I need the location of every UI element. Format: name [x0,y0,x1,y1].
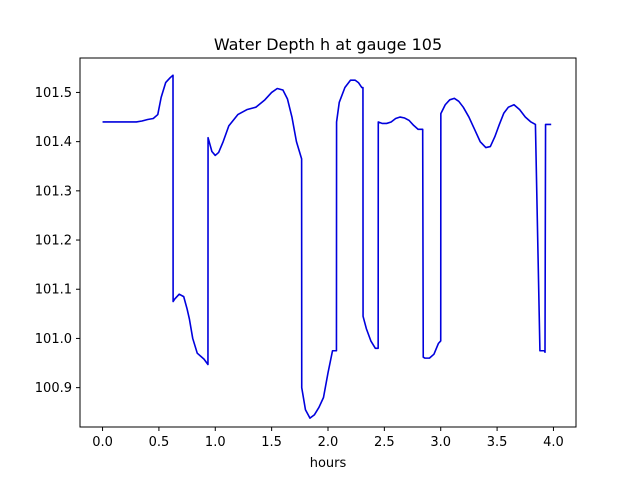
series-layer [102,74,552,419]
plot-area [79,57,577,428]
y-tick-label: 101.2 [35,234,72,249]
y-tick-label: 101.4 [35,135,72,150]
chart-title: Water Depth h at gauge 105 [214,35,442,54]
series-line-0 [102,74,552,419]
x-tick-label: 4.0 [543,435,564,450]
x-axis: 0.0 0.5 1.0 1.5 2.0 2.5 3.0 3.5 4.0 [92,427,564,450]
x-tick-label: 2.0 [318,435,339,450]
x-tick-label: 0.0 [92,435,113,450]
plot-background [80,58,576,427]
x-tick-label: 1.5 [261,435,282,450]
x-axis-label: hours [310,456,347,471]
x-tick-label: 1.0 [205,435,226,450]
y-tick-label: 101.0 [35,332,72,347]
x-tick-label: 0.5 [149,435,170,450]
x-tick-label: 3.0 [430,435,451,450]
y-tick-label: 101.1 [35,283,72,298]
y-tick-label: 101.5 [35,86,72,101]
x-tick-label: 3.5 [487,435,508,450]
y-tick-label: 101.3 [35,184,72,199]
y-axis: 100.9 101.0 101.1 101.2 101.3 101.4 101.5 [35,86,80,396]
y-tick-label: 100.9 [35,381,72,396]
x-tick-label: 2.5 [374,435,395,450]
